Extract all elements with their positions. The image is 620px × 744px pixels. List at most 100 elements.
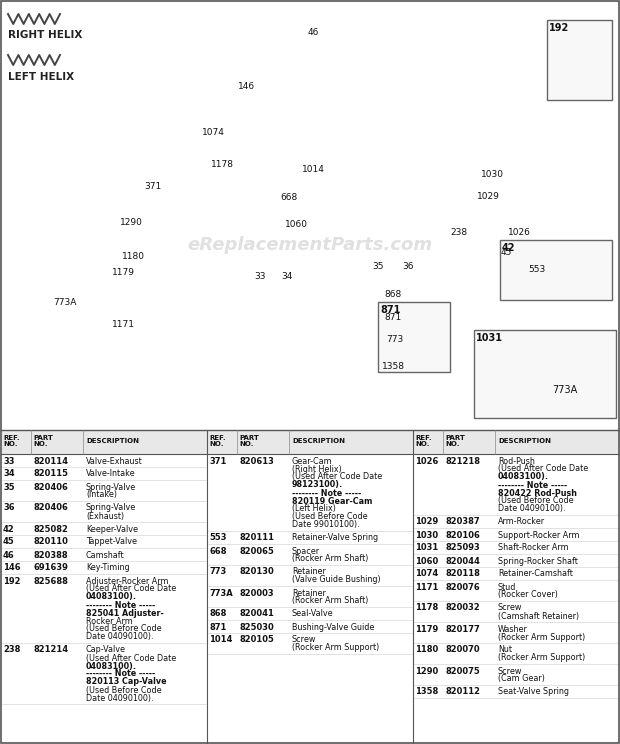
- Text: (Used After Code Date: (Used After Code Date: [86, 653, 176, 662]
- Text: DESCRIPTION: DESCRIPTION: [86, 438, 139, 444]
- Text: 820406: 820406: [33, 504, 68, 513]
- Text: 1014: 1014: [209, 635, 232, 644]
- Text: 1029: 1029: [477, 192, 500, 201]
- Text: 825082: 825082: [33, 525, 68, 533]
- Text: (Exhaust): (Exhaust): [86, 512, 124, 521]
- Text: Retainer: Retainer: [292, 589, 326, 597]
- Text: 04083100).: 04083100).: [86, 661, 137, 670]
- Text: 192: 192: [549, 23, 569, 33]
- Text: 1029: 1029: [415, 518, 438, 527]
- Text: 45: 45: [500, 248, 512, 257]
- Text: (Intake): (Intake): [86, 490, 117, 499]
- Text: 1171: 1171: [112, 320, 135, 329]
- Text: (Rocker Cover): (Rocker Cover): [498, 591, 558, 600]
- Text: 1026: 1026: [508, 228, 531, 237]
- Text: 238: 238: [3, 646, 20, 655]
- Text: 820003: 820003: [239, 589, 273, 597]
- Text: 820041: 820041: [239, 609, 274, 618]
- Text: 820388: 820388: [33, 551, 68, 559]
- Text: Date 99010100).: Date 99010100).: [292, 521, 360, 530]
- Text: PART
NO.: PART NO.: [33, 434, 53, 447]
- Text: -------- Note -----: -------- Note -----: [292, 489, 361, 498]
- Text: (Left Helix): (Left Helix): [292, 504, 336, 513]
- Text: Nut: Nut: [498, 646, 512, 655]
- Text: (Rocker Arm Support): (Rocker Arm Support): [498, 653, 585, 662]
- Text: REF.
NO.: REF. NO.: [3, 434, 20, 447]
- Text: LEFT HELIX: LEFT HELIX: [8, 72, 74, 82]
- Text: 820076: 820076: [445, 583, 480, 591]
- Text: 820115: 820115: [33, 469, 68, 478]
- Text: (Right Helix): (Right Helix): [292, 464, 342, 473]
- Text: PART
NO.: PART NO.: [445, 434, 465, 447]
- Text: 773: 773: [386, 335, 404, 344]
- Text: (Cam Gear): (Cam Gear): [498, 675, 545, 684]
- Text: Valve-Intake: Valve-Intake: [86, 469, 136, 478]
- Bar: [547, 20, 612, 100]
- Bar: [2, 431, 207, 454]
- Text: Date 04090100).: Date 04090100).: [86, 632, 154, 641]
- Text: Bushing-Valve Guide: Bushing-Valve Guide: [292, 623, 374, 632]
- Text: Date 04090100).: Date 04090100).: [86, 693, 154, 702]
- Text: Arm-Rocker: Arm-Rocker: [498, 518, 545, 527]
- Text: DESCRIPTION: DESCRIPTION: [292, 438, 345, 444]
- Text: 1358: 1358: [415, 687, 438, 696]
- Text: Spacer: Spacer: [292, 547, 320, 556]
- Text: 46: 46: [3, 551, 15, 559]
- Text: 33: 33: [254, 272, 266, 281]
- Text: 773: 773: [209, 568, 226, 577]
- Text: 146: 146: [239, 82, 255, 91]
- Text: 36: 36: [402, 262, 414, 271]
- Text: 871: 871: [380, 305, 401, 315]
- Text: REF.
NO.: REF. NO.: [415, 434, 432, 447]
- Text: 04083100).: 04083100).: [498, 472, 549, 481]
- Text: 1290: 1290: [415, 667, 438, 676]
- Text: 1178: 1178: [211, 160, 234, 169]
- Bar: [208, 431, 413, 454]
- Text: (Rocker Arm Shaft): (Rocker Arm Shaft): [292, 554, 368, 563]
- Text: 1290: 1290: [120, 218, 143, 227]
- Text: 553: 553: [528, 265, 546, 274]
- Text: 1358: 1358: [381, 362, 404, 371]
- Text: Screw: Screw: [498, 667, 523, 676]
- Text: Cap-Valve: Cap-Valve: [86, 646, 126, 655]
- Text: 820114: 820114: [33, 457, 68, 466]
- Text: 820105: 820105: [239, 635, 274, 644]
- Text: 820044: 820044: [445, 557, 480, 565]
- Text: -------- Note -----: -------- Note -----: [498, 481, 567, 490]
- Text: 868: 868: [384, 290, 402, 299]
- Text: (Used Before Code: (Used Before Code: [86, 685, 162, 694]
- Text: Spring-Valve: Spring-Valve: [86, 504, 136, 513]
- Text: Tappet-Valve: Tappet-Valve: [86, 537, 137, 547]
- Text: 1030: 1030: [480, 170, 503, 179]
- Text: 820177: 820177: [445, 624, 480, 633]
- Text: Date 04090100).: Date 04090100).: [498, 504, 565, 513]
- Text: Gear-Cam: Gear-Cam: [292, 457, 332, 466]
- Text: 820387: 820387: [445, 518, 480, 527]
- Text: Camshaft: Camshaft: [86, 551, 125, 559]
- Text: 1060: 1060: [285, 220, 308, 229]
- Text: RIGHT HELIX: RIGHT HELIX: [8, 30, 82, 40]
- Text: Spring-Rocker Shaft: Spring-Rocker Shaft: [498, 557, 578, 565]
- Text: 371: 371: [144, 182, 162, 191]
- Text: 820032: 820032: [445, 603, 480, 612]
- Text: 1031: 1031: [476, 333, 503, 343]
- Text: 773A: 773A: [552, 385, 578, 395]
- Text: (Rocker Arm Support): (Rocker Arm Support): [498, 632, 585, 641]
- Text: Retainer-Valve Spring: Retainer-Valve Spring: [292, 533, 378, 542]
- Text: eReplacementParts.com: eReplacementParts.com: [187, 236, 433, 254]
- Text: 668: 668: [209, 547, 226, 556]
- Text: 04083100).: 04083100).: [86, 592, 137, 601]
- Text: Washer: Washer: [498, 624, 528, 633]
- Text: 1074: 1074: [415, 569, 438, 579]
- Text: -------- Note -----: -------- Note -----: [86, 670, 155, 679]
- Bar: [1, 1, 619, 430]
- Text: 871: 871: [384, 313, 402, 322]
- Text: Valve-Exhaust: Valve-Exhaust: [86, 457, 143, 466]
- Text: 825093: 825093: [445, 544, 480, 553]
- Text: (Used Before Code: (Used Before Code: [86, 624, 162, 633]
- Text: 1060: 1060: [415, 557, 438, 565]
- Text: 821218: 821218: [445, 457, 480, 466]
- Text: (Valve Guide Bushing): (Valve Guide Bushing): [292, 576, 381, 585]
- Text: 820075: 820075: [445, 667, 480, 676]
- Text: 98123100).: 98123100).: [292, 481, 343, 490]
